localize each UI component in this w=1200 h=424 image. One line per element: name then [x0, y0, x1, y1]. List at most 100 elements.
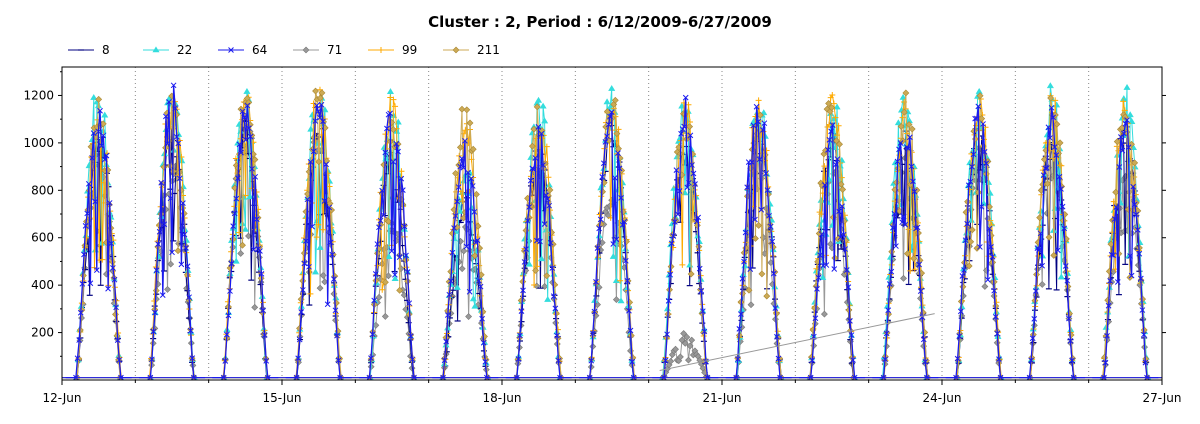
data-point — [817, 196, 825, 203]
data-point — [896, 146, 902, 153]
data-point — [253, 216, 260, 223]
data-point — [538, 130, 545, 137]
data-point — [664, 331, 670, 338]
data-point — [591, 308, 598, 315]
data-point — [980, 121, 986, 127]
data-point — [629, 358, 635, 365]
legend-label: 71 — [327, 43, 342, 57]
data-point — [681, 339, 689, 347]
data-point — [99, 120, 107, 128]
series-line — [432, 140, 499, 379]
data-point — [976, 92, 984, 100]
data-point — [524, 217, 531, 224]
data-point — [667, 357, 675, 365]
data-point — [845, 284, 852, 291]
data-point — [1125, 144, 1132, 151]
data-point — [155, 241, 161, 247]
data-point — [612, 277, 620, 283]
data-point — [543, 143, 550, 150]
data-point — [222, 358, 229, 364]
data-point — [530, 166, 537, 173]
data-point — [382, 149, 389, 156]
data-point — [888, 268, 895, 275]
data-point — [396, 254, 403, 261]
data-point — [744, 184, 751, 191]
data-point — [617, 297, 625, 304]
data-point — [821, 310, 828, 318]
chart-title: Cluster : 2, Period : 6/12/2009-6/27/200… — [428, 13, 772, 31]
data-point — [908, 163, 915, 170]
data-point — [986, 189, 994, 196]
data-point — [589, 330, 596, 337]
data-point — [320, 226, 327, 233]
data-point — [378, 47, 384, 53]
data-point — [152, 46, 160, 53]
data-point — [736, 326, 743, 332]
data-point — [237, 250, 245, 257]
series-line — [725, 115, 792, 379]
data-point — [619, 221, 626, 228]
data-point — [1121, 113, 1129, 121]
data-point — [615, 145, 622, 153]
data-point — [225, 312, 232, 319]
data-point — [456, 143, 464, 151]
data-point — [1057, 273, 1065, 280]
data-point — [87, 280, 94, 287]
data-point — [245, 99, 253, 106]
data-point — [1051, 144, 1058, 150]
data-point — [303, 238, 309, 244]
data-point — [474, 237, 481, 244]
data-point — [603, 98, 611, 105]
data-point — [1053, 152, 1060, 159]
data-point — [755, 118, 761, 125]
data-point — [451, 225, 457, 231]
data-point — [460, 164, 467, 171]
data-point — [1056, 139, 1064, 147]
data-point — [316, 284, 324, 292]
data-point — [1141, 331, 1147, 338]
data-point — [755, 222, 763, 229]
data-point — [170, 82, 177, 89]
data-point — [100, 179, 107, 186]
data-point — [167, 195, 174, 202]
data-point — [261, 332, 268, 338]
data-point — [968, 226, 976, 234]
data-point — [543, 272, 551, 280]
x-tick-label: 18-Jun — [482, 391, 521, 405]
data-point — [838, 174, 845, 181]
data-point — [812, 315, 819, 322]
data-point — [1122, 120, 1129, 127]
data-point — [233, 195, 240, 202]
data-point — [1120, 98, 1127, 105]
data-point — [911, 188, 918, 195]
data-point — [527, 153, 535, 160]
data-point — [916, 261, 922, 268]
data-point — [236, 229, 243, 236]
data-point — [525, 260, 533, 267]
data-point — [894, 119, 902, 126]
data-point — [626, 307, 632, 314]
data-point — [453, 223, 461, 231]
data-point — [1134, 227, 1141, 233]
data-point — [1120, 95, 1128, 102]
data-point — [158, 179, 165, 186]
data-point — [466, 119, 474, 127]
data-point — [986, 225, 993, 232]
data-point — [747, 266, 754, 273]
data-point — [374, 262, 381, 269]
data-point — [1101, 353, 1109, 361]
data-point — [463, 106, 471, 114]
data-point — [309, 223, 315, 230]
data-point — [996, 356, 1002, 362]
data-point — [296, 336, 303, 343]
data-point — [1116, 164, 1123, 170]
data-point — [1136, 250, 1143, 257]
data-point — [839, 203, 845, 210]
data-point — [1131, 201, 1138, 208]
legend-item-22: 22 — [143, 43, 192, 57]
data-point — [1110, 198, 1117, 205]
series-line — [945, 106, 1012, 379]
data-point — [228, 248, 235, 255]
data-point — [183, 271, 191, 279]
